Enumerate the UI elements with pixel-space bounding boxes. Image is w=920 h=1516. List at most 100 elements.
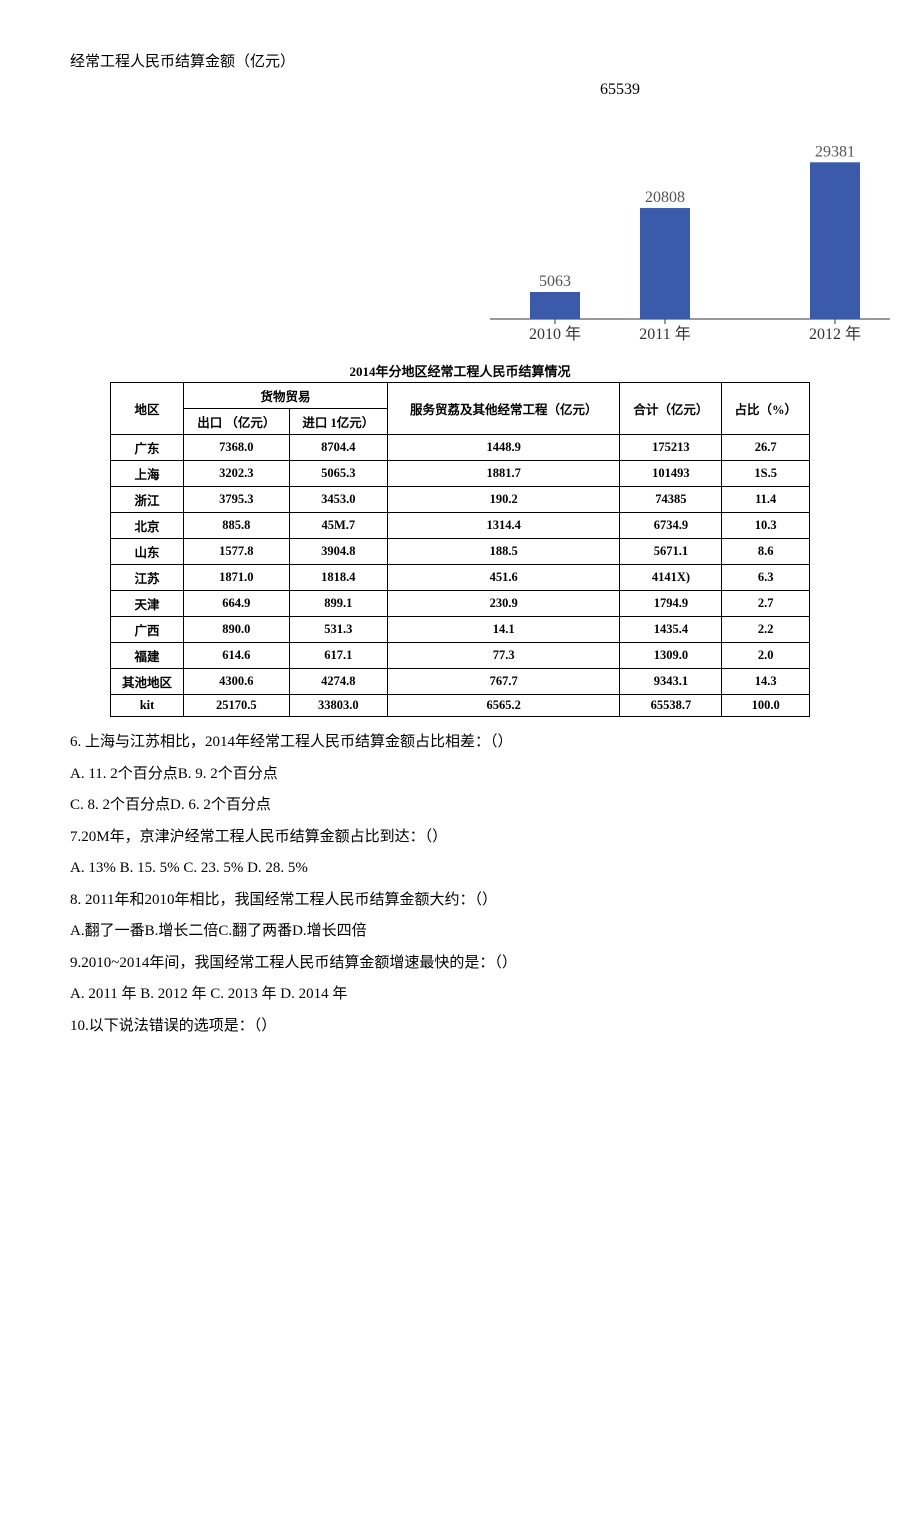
cell-share: 1S.5 [722, 461, 810, 487]
cell-total: 6734.9 [620, 513, 722, 539]
table-row: 广西890.0531.314.11435.42.2 [111, 617, 810, 643]
cell-import: 899.1 [289, 591, 387, 617]
cell-import: 1818.4 [289, 565, 387, 591]
cell-region: 广西 [111, 617, 184, 643]
cell-total: 5671.1 [620, 539, 722, 565]
question-8: 8. 2011年和2010年相比，我国经常工程人民币结算金额大约：（） [70, 885, 850, 917]
cell-share: 11.4 [722, 487, 810, 513]
cell-region: 广东 [111, 435, 184, 461]
cell-region: 山东 [111, 539, 184, 565]
cell-import: 33803.0 [289, 695, 387, 717]
data-table: 地区 货物贸易 服务贸荔及其他经常工程（亿元） 合计（亿元） 占比（%） 出口 … [110, 382, 810, 717]
table-row: 广东7368.08704.41448.917521326.7 [111, 435, 810, 461]
section-heading: 经常工程人民币结算金额（亿元） [70, 50, 850, 71]
table-row: 其池地区4300.64274.8767.79343.114.3 [111, 669, 810, 695]
cell-share: 8.6 [722, 539, 810, 565]
cell-service: 1448.9 [388, 435, 620, 461]
cell-total: 9343.1 [620, 669, 722, 695]
cell-total: 1794.9 [620, 591, 722, 617]
question-7: 7.20M年，京津沪经常工程人民币结算金额占比到达：（） [70, 822, 850, 854]
th-export: 出口 （亿元） [184, 409, 290, 435]
cell-region: 上海 [111, 461, 184, 487]
cell-total: 1309.0 [620, 643, 722, 669]
cell-export: 614.6 [184, 643, 290, 669]
question-7-opts: A. 13% B. 15. 5% C. 23. 5% D. 28. 5% [70, 853, 850, 885]
cell-region: 其池地区 [111, 669, 184, 695]
cell-total: 1435.4 [620, 617, 722, 643]
question-6-opts: A. 11. 2个百分点B. 9. 2个百分点 [70, 759, 850, 791]
table-row: 上海3202.35065.31881.71014931S.5 [111, 461, 810, 487]
table-row: 天津664.9899.1230.91794.92.7 [111, 591, 810, 617]
cell-export: 890.0 [184, 617, 290, 643]
cell-region: 福建 [111, 643, 184, 669]
cell-region: 北京 [111, 513, 184, 539]
cell-import: 617.1 [289, 643, 387, 669]
cell-service: 230.9 [388, 591, 620, 617]
cell-share: 26.7 [722, 435, 810, 461]
cell-export: 25170.5 [184, 695, 290, 717]
question-8-opts: A.翻了一番B.增长二倍C.翻了两番D.增长四倍 [70, 916, 850, 948]
cell-export: 885.8 [184, 513, 290, 539]
table-title: 2014年分地区经常工程人民币结算情况 [70, 361, 850, 380]
th-total: 合计（亿元） [620, 383, 722, 435]
table-row: 北京885.845M.71314.46734.910.3 [111, 513, 810, 539]
cell-export: 4300.6 [184, 669, 290, 695]
cell-total: 74385 [620, 487, 722, 513]
cell-import: 3453.0 [289, 487, 387, 513]
bar-chart: 50632010 年208082011 年293812012 年 [470, 119, 890, 349]
cell-total: 4141X) [620, 565, 722, 591]
cell-share: 2.0 [722, 643, 810, 669]
cell-region: kit [111, 695, 184, 717]
cell-export: 664.9 [184, 591, 290, 617]
cell-import: 531.3 [289, 617, 387, 643]
svg-text:2010 年: 2010 年 [529, 325, 581, 343]
question-9-opts: A. 2011 年 B. 2012 年 C. 2013 年 D. 2014 年 [70, 979, 850, 1011]
cell-service: 451.6 [388, 565, 620, 591]
table-row: 福建614.6617.177.31309.02.0 [111, 643, 810, 669]
cell-export: 3795.3 [184, 487, 290, 513]
svg-text:29381: 29381 [815, 143, 855, 160]
question-6-opts2: C. 8. 2个百分点D. 6. 2个百分点 [70, 790, 850, 822]
cell-import: 45M.7 [289, 513, 387, 539]
table-row: 江苏1871.01818.4451.64141X)6.3 [111, 565, 810, 591]
cell-share: 2.7 [722, 591, 810, 617]
cell-share: 6.3 [722, 565, 810, 591]
cell-service: 767.7 [388, 669, 620, 695]
question-9: 9.2010~2014年间，我国经常工程人民币结算金额增速最快的是：（） [70, 948, 850, 980]
cell-import: 8704.4 [289, 435, 387, 461]
table-row: 山东1577.83904.8188.55671.18.6 [111, 539, 810, 565]
cell-share: 2.2 [722, 617, 810, 643]
cell-export: 1871.0 [184, 565, 290, 591]
th-service: 服务贸荔及其他经常工程（亿元） [388, 383, 620, 435]
svg-text:5063: 5063 [539, 273, 571, 290]
cell-service: 6565.2 [388, 695, 620, 717]
cell-service: 1314.4 [388, 513, 620, 539]
th-import: 进口 1亿元） [289, 409, 387, 435]
th-goods: 货物贸易 [184, 383, 388, 409]
cell-region: 江苏 [111, 565, 184, 591]
svg-text:2012 年: 2012 年 [809, 325, 861, 343]
question-6: 6. 上海与江苏相比，2014年经常工程人民币结算金额占比相差：（） [70, 727, 850, 759]
th-region: 地区 [111, 383, 184, 435]
cell-region: 天津 [111, 591, 184, 617]
cell-share: 10.3 [722, 513, 810, 539]
cell-total: 175213 [620, 435, 722, 461]
cell-service: 1881.7 [388, 461, 620, 487]
top-number: 65539 [390, 81, 850, 99]
svg-text:20808: 20808 [645, 189, 685, 206]
cell-export: 1577.8 [184, 539, 290, 565]
question-10: 10.以下说法错误的选项是：（） [70, 1011, 850, 1043]
th-share: 占比（%） [722, 383, 810, 435]
cell-service: 188.5 [388, 539, 620, 565]
cell-export: 3202.3 [184, 461, 290, 487]
cell-import: 5065.3 [289, 461, 387, 487]
cell-import: 4274.8 [289, 669, 387, 695]
cell-total: 65538.7 [620, 695, 722, 717]
cell-region: 浙江 [111, 487, 184, 513]
cell-share: 14.3 [722, 669, 810, 695]
cell-service: 190.2 [388, 487, 620, 513]
cell-import: 3904.8 [289, 539, 387, 565]
table-row: 浙江3795.33453.0190.27438511.4 [111, 487, 810, 513]
cell-total: 101493 [620, 461, 722, 487]
cell-service: 77.3 [388, 643, 620, 669]
